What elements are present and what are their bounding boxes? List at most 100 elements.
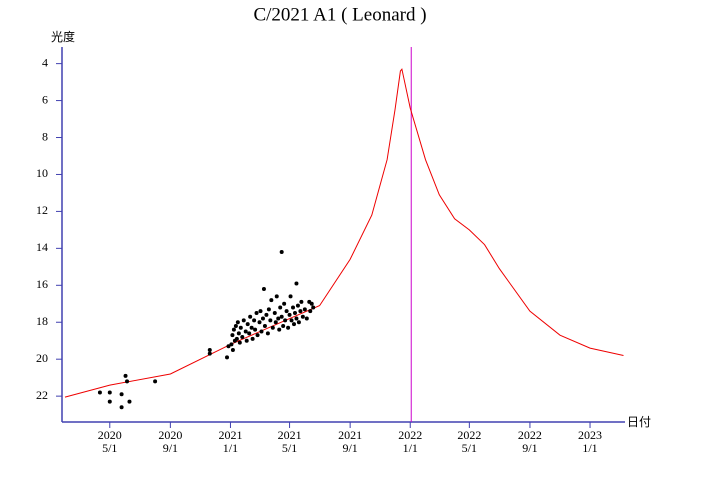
observation-point xyxy=(308,309,313,314)
observation-point xyxy=(229,342,234,347)
observation-point xyxy=(230,347,235,352)
x-tick-label: 5/1 xyxy=(282,441,297,455)
observation-point xyxy=(291,322,296,327)
observation-point xyxy=(123,373,128,378)
observation-point xyxy=(304,316,309,321)
y-tick-label: 14 xyxy=(36,240,48,254)
observation-point xyxy=(272,311,277,316)
x-tick-label: 1/1 xyxy=(582,441,597,455)
observation-point xyxy=(277,327,282,332)
observation-point xyxy=(294,281,299,286)
x-tick-label: 2022 xyxy=(457,428,481,442)
observation-point xyxy=(234,336,239,341)
y-tick-label: 18 xyxy=(36,314,48,328)
x-tick-label: 2020 xyxy=(98,428,122,442)
x-tick-label: 2022 xyxy=(518,428,542,442)
observation-point xyxy=(243,329,248,334)
x-tick-label: 9/1 xyxy=(342,441,357,455)
observation-point xyxy=(225,355,230,360)
observation-point xyxy=(226,344,231,349)
x-tick-label: 5/1 xyxy=(102,441,117,455)
observation-point xyxy=(97,390,102,395)
observation-point xyxy=(286,325,291,330)
observation-point xyxy=(300,314,305,319)
observation-point xyxy=(125,379,130,384)
light-curve xyxy=(64,68,624,398)
observation-point xyxy=(291,305,296,310)
observation-point xyxy=(269,298,274,303)
observation-point xyxy=(274,294,279,299)
observation-point xyxy=(245,322,250,327)
observation-point xyxy=(249,325,254,330)
y-tick-label: 12 xyxy=(36,203,48,217)
chart-title: C/2021 A1 ( Leonard ) xyxy=(253,4,426,25)
observation-point xyxy=(262,323,267,328)
observation-point xyxy=(255,333,260,338)
observation-point xyxy=(153,379,158,384)
observation-point xyxy=(119,405,124,410)
observation-point xyxy=(295,303,300,308)
x-tick-label: 2023 xyxy=(578,428,602,442)
y-tick-label: 8 xyxy=(42,129,48,143)
observation-point xyxy=(279,250,284,255)
observation-point xyxy=(294,316,299,321)
observation-point xyxy=(107,390,112,395)
observation-point xyxy=(279,314,284,319)
observation-point xyxy=(254,311,259,316)
observation-point xyxy=(266,307,271,312)
y-tick-label: 22 xyxy=(36,388,48,402)
observation-point xyxy=(284,309,289,314)
observation-point xyxy=(233,323,238,328)
observation-point xyxy=(240,335,245,340)
x-tick-label: 2021 xyxy=(218,428,242,442)
observation-point xyxy=(278,305,283,310)
observation-point xyxy=(302,307,307,312)
y-tick-label: 4 xyxy=(42,55,48,69)
observation-point xyxy=(236,331,241,336)
x-tick-label: 9/1 xyxy=(163,441,178,455)
y-tick-label: 10 xyxy=(36,166,48,180)
observation-point xyxy=(292,311,297,316)
observation-point xyxy=(247,331,252,336)
observation-point xyxy=(127,399,132,404)
observation-point xyxy=(311,305,316,310)
observation-point xyxy=(287,312,292,317)
observation-point xyxy=(289,318,294,323)
observation-point xyxy=(235,320,240,325)
observation-point xyxy=(288,294,293,299)
observation-point xyxy=(237,340,242,345)
x-tick-label: 1/1 xyxy=(403,441,418,455)
y-tick-label: 20 xyxy=(36,351,48,365)
observation-point xyxy=(298,309,303,314)
observation-point xyxy=(260,316,265,321)
observation-point xyxy=(299,299,304,304)
observation-point xyxy=(250,336,255,341)
x-tick-label: 1/1 xyxy=(223,441,238,455)
x-tick-label: 2022 xyxy=(398,428,422,442)
x-tick-label: 2020 xyxy=(158,428,182,442)
y-tick-label: 6 xyxy=(42,92,48,106)
observation-point xyxy=(261,286,266,291)
observation-point xyxy=(265,331,270,336)
observation-point xyxy=(259,329,264,334)
observation-point xyxy=(231,327,236,332)
observation-point xyxy=(207,347,212,352)
observation-point xyxy=(253,327,258,332)
observation-point xyxy=(257,320,262,325)
x-tick-label: 5/1 xyxy=(462,441,477,455)
observation-point xyxy=(264,312,269,317)
observation-point xyxy=(244,338,249,343)
observation-point xyxy=(238,325,243,330)
x-tick-label: 9/1 xyxy=(522,441,537,455)
y-axis-label: 光度 xyxy=(51,29,75,44)
observation-point xyxy=(270,325,275,330)
observation-point xyxy=(281,323,286,328)
observation-point xyxy=(248,314,253,319)
x-tick-label: 2021 xyxy=(278,428,302,442)
observation-point xyxy=(296,320,301,325)
x-tick-label: 2021 xyxy=(338,428,362,442)
observation-point xyxy=(230,333,235,338)
x-axis-label: 日付 xyxy=(627,415,651,429)
observation-point xyxy=(258,309,263,314)
